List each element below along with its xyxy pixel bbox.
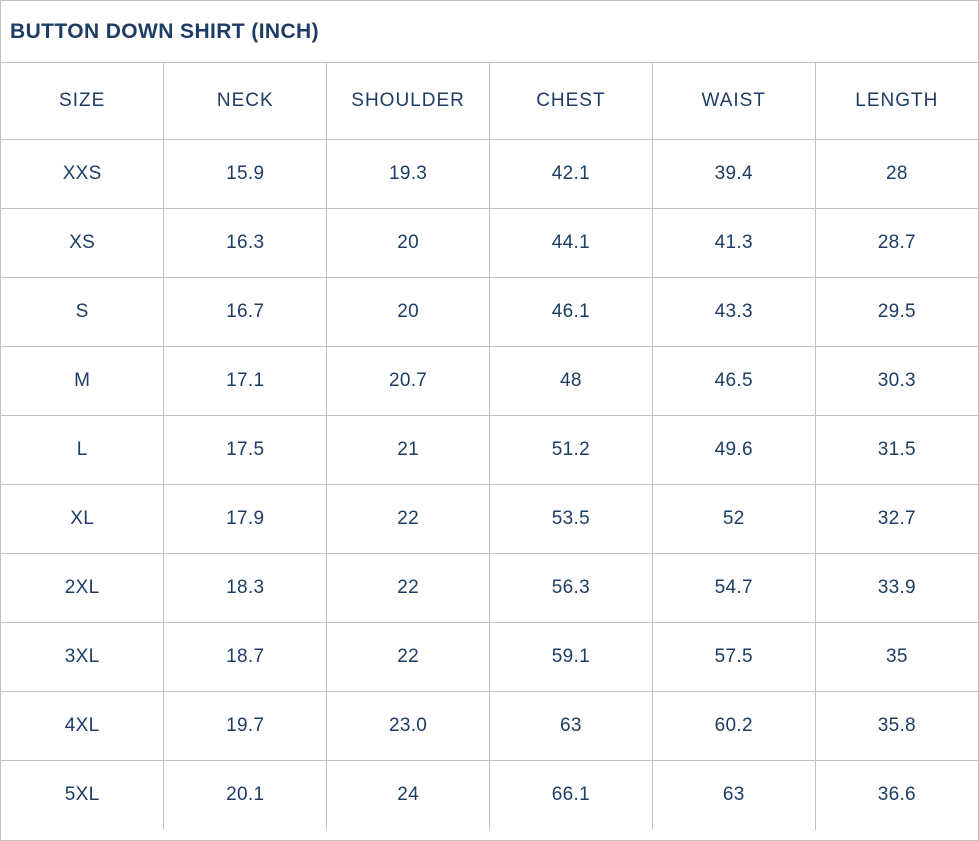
measurement-cell: 32.7 [814,484,978,554]
measurement-cell: 28 [814,139,978,209]
measurement-cell: 35 [814,622,978,692]
measurement-cell: 16.3 [163,208,328,278]
size-cell: 3XL [1,622,165,692]
measurement-cell: 31.5 [814,415,978,485]
measurement-cell: 22 [326,622,490,692]
measurement-cell: 63 [488,691,653,761]
measurement-cell: 39.4 [651,139,816,209]
measurement-cell: 21 [326,415,490,485]
measurement-cell: 18.7 [163,622,328,692]
measurement-cell: 17.9 [163,484,328,554]
measurement-cell: 20.1 [163,760,328,830]
measurement-cell: 57.5 [651,622,816,692]
measurement-cell: 59.1 [488,622,653,692]
table-row: S 16.7 20 46.1 43.3 29.5 [1,277,978,347]
measurement-cell: 24 [326,760,490,830]
size-chart-title: BUTTON DOWN SHIRT (INCH) [10,19,320,43]
size-cell: 5XL [1,760,165,830]
table-row: XS 16.3 20 44.1 41.3 28.7 [1,208,978,278]
size-cell: S [1,277,165,347]
size-cell: L [1,415,165,485]
measurement-cell: 46.1 [488,277,653,347]
measurement-cell: 49.6 [651,415,816,485]
column-header-shoulder: SHOULDER [326,62,490,140]
table-row: 2XL 18.3 22 56.3 54.7 33.9 [1,553,978,623]
measurement-cell: 56.3 [488,553,653,623]
measurement-cell: 23.0 [326,691,490,761]
measurement-cell: 19.7 [163,691,328,761]
measurement-cell: 29.5 [814,277,978,347]
measurement-cell: 44.1 [488,208,653,278]
table-row: 5XL 20.1 24 66.1 63 36.6 [1,760,978,830]
size-cell: 2XL [1,553,165,623]
measurement-cell: 48 [488,346,653,416]
size-cell: XXS [1,139,165,209]
measurement-cell: 16.7 [163,277,328,347]
measurement-cell: 17.1 [163,346,328,416]
table-row: L 17.5 21 51.2 49.6 31.5 [1,415,978,485]
size-cell: M [1,346,165,416]
size-table: SIZE NECK SHOULDER CHEST WAIST LENGTH XXS 15.9… [1,62,978,830]
measurement-cell: 66.1 [488,760,653,830]
column-header-chest: CHEST [488,62,653,140]
measurement-cell: 18.3 [163,553,328,623]
header-row: SIZE NECK SHOULDER CHEST WAIST LENGTH [1,62,978,140]
measurement-cell: 20 [326,277,490,347]
measurement-cell: 22 [326,484,490,554]
column-header-size: SIZE [1,62,165,140]
size-cell: XS [1,208,165,278]
measurement-cell: 30.3 [814,346,978,416]
measurement-cell: 41.3 [651,208,816,278]
measurement-cell: 19.3 [326,139,490,209]
column-header-waist: WAIST [651,62,816,140]
measurement-cell: 63 [651,760,816,830]
table-row: 3XL 18.7 22 59.1 57.5 35 [1,622,978,692]
measurement-cell: 20.7 [326,346,490,416]
measurement-cell: 36.6 [814,760,978,830]
measurement-cell: 53.5 [488,484,653,554]
table-row: XL 17.9 22 53.5 52 32.7 [1,484,978,554]
size-cell: 4XL [1,691,165,761]
measurement-cell: 42.1 [488,139,653,209]
measurement-cell: 52 [651,484,816,554]
table-row: 4XL 19.7 23.0 63 60.2 35.8 [1,691,978,761]
measurement-cell: 60.2 [651,691,816,761]
measurement-cell: 33.9 [814,553,978,623]
measurement-cell: 22 [326,553,490,623]
measurement-cell: 43.3 [651,277,816,347]
table-row: M 17.1 20.7 48 46.5 30.3 [1,346,978,416]
column-header-length: LENGTH [814,62,978,140]
column-header-neck: NECK [163,62,328,140]
measurement-cell: 20 [326,208,490,278]
measurement-cell: 54.7 [651,553,816,623]
measurement-cell: 15.9 [163,139,328,209]
measurement-cell: 46.5 [651,346,816,416]
measurement-cell: 51.2 [488,415,653,485]
size-cell: XL [1,484,165,554]
measurement-cell: 35.8 [814,691,978,761]
measurement-cell: 17.5 [163,415,328,485]
table-row: XXS 15.9 19.3 42.1 39.4 28 [1,139,978,209]
measurement-cell: 28.7 [814,208,978,278]
table-body: XXS 15.9 19.3 42.1 39.4 28 XS 16.3 20 44.1 41.3 28.… [1,139,978,830]
